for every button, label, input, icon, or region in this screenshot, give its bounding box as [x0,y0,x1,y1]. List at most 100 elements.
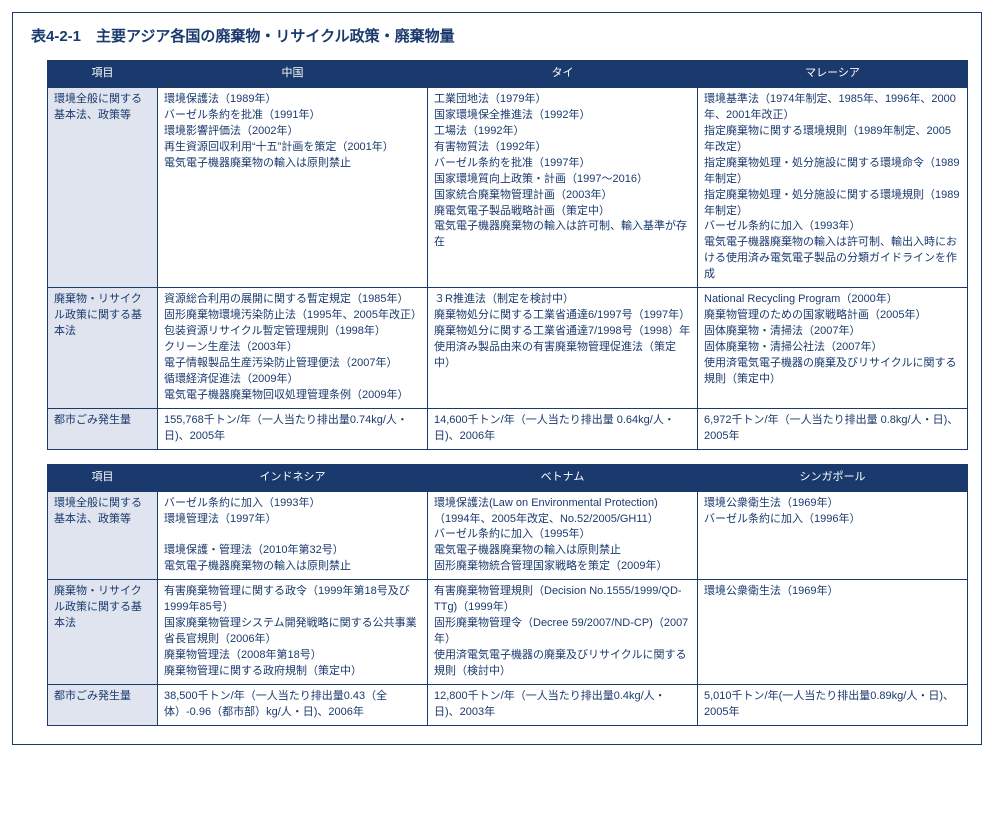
cell-line: 環境公衆衛生法（1969年） [704,584,961,600]
row-label: 環境全般に関する基本法、政策等 [48,87,158,287]
table-title: 表4-2-1 主要アジア各国の廃棄物・リサイクル政策・廃棄物量 [31,25,963,46]
cell-line: バーゼル条約に加入（1993年） [164,496,421,512]
row-label: 廃棄物・リサイクル政策に関する基本法 [48,580,158,685]
policy-table-2: 項目 インドネシア ベトナム シンガポール 環境全般に関する基本法、政策等バーゼ… [47,464,968,726]
cell-line: 工場法（1992年） [434,124,691,140]
table-row: 都市ごみ発生量38,500千トン/年（一人当たり排出量0.43（全体）-0.96… [48,684,968,725]
cell: バーゼル条約に加入（1993年）環境管理法（1997年） 環境保護・管理法（20… [158,491,428,580]
cell-line: 廃棄物処分に関する工業省通達6/1997号（1997年） [434,308,691,324]
table-row: 廃棄物・リサイクル政策に関する基本法資源総合利用の展開に関する暫定規定（1985… [48,288,968,409]
cell-line: 環境保護法(Law on Environmental Protection)（1… [434,496,691,528]
cell-line: 155,768千トン/年（一人当たり排出量0.74kg/人・日)、2005年 [164,413,421,445]
cell-line: バーゼル条約を批准（1991年） [164,108,421,124]
cell: 5,010千トン/年(一人当たり排出量0.89kg/人・日)、2005年 [698,684,968,725]
cell-line: 使用済み製品由来の有害廃棄物管理促進法（策定中） [434,340,691,372]
cell: 14,600千トン/年（一人当たり排出量 0.64kg/人・日)、2006年 [428,408,698,449]
cell-line: 廃電気電子製品戦略計画（策定中） [434,204,691,220]
cell-line: 6,972千トン/年（一人当たり排出量 0.8kg/人・日)、2005年 [704,413,961,445]
cell-line: 環境影響評価法（2002年） [164,124,421,140]
cell-line: 廃棄物管理のための国家戦略計画（2005年） [704,308,961,324]
cell-line: バーゼル条約を批准（1997年） [434,156,691,172]
cell: 環境保護法（1989年）バーゼル条約を批准（1991年）環境影響評価法（2002… [158,87,428,287]
cell-line: 廃棄物処分に関する工業省通達7/1998号（1998）年 [434,324,691,340]
cell: 環境保護法(Law on Environmental Protection)（1… [428,491,698,580]
row-label: 都市ごみ発生量 [48,684,158,725]
cell-line: 固形廃棄物管理令（Decree 59/2007/ND-CP)（2007年） [434,616,691,648]
cell: 155,768千トン/年（一人当たり排出量0.74kg/人・日)、2005年 [158,408,428,449]
policy-table-1: 項目 中国 タイ マレーシア 環境全般に関する基本法、政策等環境保護法（1989… [47,60,968,450]
row-label: 廃棄物・リサイクル政策に関する基本法 [48,288,158,409]
cell-line: 国家環境質向上政策・計画（1997～2016） [434,172,691,188]
cell-line: 有害廃棄物管理に関する政令（1999年第18号及び1999年85号） [164,584,421,616]
header-country-indonesia: インドネシア [158,464,428,491]
row-label: 環境全般に関する基本法、政策等 [48,491,158,580]
cell-line: 12,800千トン/年（一人当たり排出量0.4kg/人・日)、2003年 [434,689,691,721]
table2-body: 環境全般に関する基本法、政策等バーゼル条約に加入（1993年）環境管理法（199… [48,491,968,725]
cell: 6,972千トン/年（一人当たり排出量 0.8kg/人・日)、2005年 [698,408,968,449]
cell-line: 固形廃棄物環境汚染防止法（1995年、2005年改正） [164,308,421,324]
cell: 有害廃棄物管理に関する政令（1999年第18号及び1999年85号）国家廃棄物管… [158,580,428,685]
cell-line: 14,600千トン/年（一人当たり排出量 0.64kg/人・日)、2006年 [434,413,691,445]
header-country-china: 中国 [158,61,428,88]
cell-line: 電気電子機器廃棄物の輸入は許可制、輸入基準が存在 [434,219,691,251]
cell-line: 環境保護・管理法（2010年第32号） [164,543,421,559]
cell: ３R推進法（制定を検討中）廃棄物処分に関する工業省通達6/1997号（1997年… [428,288,698,409]
cell: 環境公衆衛生法（1969年） [698,580,968,685]
cell-line: バーゼル条約に加入（1996年） [704,512,961,528]
cell: 資源総合利用の展開に関する暫定規定（1985年）固形廃棄物環境汚染防止法（199… [158,288,428,409]
table-row: 廃棄物・リサイクル政策に関する基本法有害廃棄物管理に関する政令（1999年第18… [48,580,968,685]
cell-line: バーゼル条約に加入（1995年） [434,527,691,543]
cell-line: 指定廃棄物処理・処分施設に関する環境命令（1989年制定） [704,156,961,188]
cell-line: 電気電子機器廃棄物の輸入は原則禁止 [434,543,691,559]
cell-line: 5,010千トン/年(一人当たり排出量0.89kg/人・日)、2005年 [704,689,961,721]
table-header-row: 項目 中国 タイ マレーシア [48,61,968,88]
cell-line: 再生資源回収利用“十五”計画を策定（2001年） [164,140,421,156]
cell-line: 国家統合廃棄物管理計画（2003年） [434,188,691,204]
table1-body: 環境全般に関する基本法、政策等環境保護法（1989年）バーゼル条約を批准（199… [48,87,968,449]
cell: 有害廃棄物管理規則（Decision No.1555/1999/QD-TTg)（… [428,580,698,685]
cell-line: 環境保護法（1989年） [164,92,421,108]
cell-line: 固体廃棄物・清掃公社法（2007年） [704,340,961,356]
cell-line: 循環経済促進法（2009年） [164,372,421,388]
cell-line: 国家廃棄物管理システム開発戦略に関する公共事業省長官規則（2006年） [164,616,421,648]
document-frame: 表4-2-1 主要アジア各国の廃棄物・リサイクル政策・廃棄物量 項目 中国 タイ… [12,12,982,745]
cell-line: 指定廃棄物処理・処分施設に関する環境規則（1989年制定） [704,188,961,220]
cell-line: 電子情報製品生産汚染防止管理便法（2007年） [164,356,421,372]
cell-line: 廃棄物管理法（2008年第18号） [164,648,421,664]
cell: 工業団地法（1979年）国家環境保全推進法（1992年）工場法（1992年）有害… [428,87,698,287]
cell-line: 電気電子機器廃棄物回収処理管理条例（2009年） [164,388,421,404]
cell-line: 指定廃棄物に関する環境規則（1989年制定、2005年改定） [704,124,961,156]
cell-line: National Recycling Program（2000年） [704,292,961,308]
cell-line: 使用済電気電子機器の廃棄及びリサイクルに関する規則（検討中） [434,648,691,680]
cell-line: 固体廃棄物・清掃法（2007年） [704,324,961,340]
cell-line: 環境基準法（1974年制定、1985年、1996年、2000年、2001年改正） [704,92,961,124]
cell-line: 国家環境保全推進法（1992年） [434,108,691,124]
header-country-thailand: タイ [428,61,698,88]
cell: National Recycling Program（2000年）廃棄物管理のた… [698,288,968,409]
cell: 環境公衆衛生法（1969年）バーゼル条約に加入（1996年） [698,491,968,580]
cell-line: 固形廃棄物統合管理国家戦略を策定（2009年） [434,559,691,575]
cell-line: 環境公衆衛生法（1969年） [704,496,961,512]
cell-line: 包装資源リサイクル暫定管理規則（1998年） [164,324,421,340]
header-country-vietnam: ベトナム [428,464,698,491]
cell-line: 電気電子機器廃棄物の輸入は許可制、輸出入時における使用済み電気電子製品の分類ガイ… [704,235,961,283]
cell-line: 工業団地法（1979年） [434,92,691,108]
cell-line: 資源総合利用の展開に関する暫定規定（1985年） [164,292,421,308]
cell: 環境基準法（1974年制定、1985年、1996年、2000年、2001年改正）… [698,87,968,287]
header-country-malaysia: マレーシア [698,61,968,88]
cell: 12,800千トン/年（一人当たり排出量0.4kg/人・日)、2003年 [428,684,698,725]
tables-container: 項目 中国 タイ マレーシア 環境全般に関する基本法、政策等環境保護法（1989… [47,60,955,726]
cell-line: バーゼル条約に加入（1993年） [704,219,961,235]
table-row: 環境全般に関する基本法、政策等環境保護法（1989年）バーゼル条約を批准（199… [48,87,968,287]
cell-line: 電気電子機器廃棄物の輸入は原則禁止 [164,156,421,172]
cell-line: 有害廃棄物管理規則（Decision No.1555/1999/QD-TTg)（… [434,584,691,616]
header-item: 項目 [48,61,158,88]
table-row: 都市ごみ発生量155,768千トン/年（一人当たり排出量0.74kg/人・日)、… [48,408,968,449]
header-country-singapore: シンガポール [698,464,968,491]
header-item: 項目 [48,464,158,491]
cell-line: 使用済電気電子機器の廃棄及びリサイクルに関する規則（策定中） [704,356,961,388]
cell-line: 廃棄物管理に関する政府規制（策定中） [164,664,421,680]
cell-line: 38,500千トン/年（一人当たり排出量0.43（全体）-0.96（都市部）kg… [164,689,421,721]
table-row: 環境全般に関する基本法、政策等バーゼル条約に加入（1993年）環境管理法（199… [48,491,968,580]
cell-line: クリーン生産法（2003年） [164,340,421,356]
